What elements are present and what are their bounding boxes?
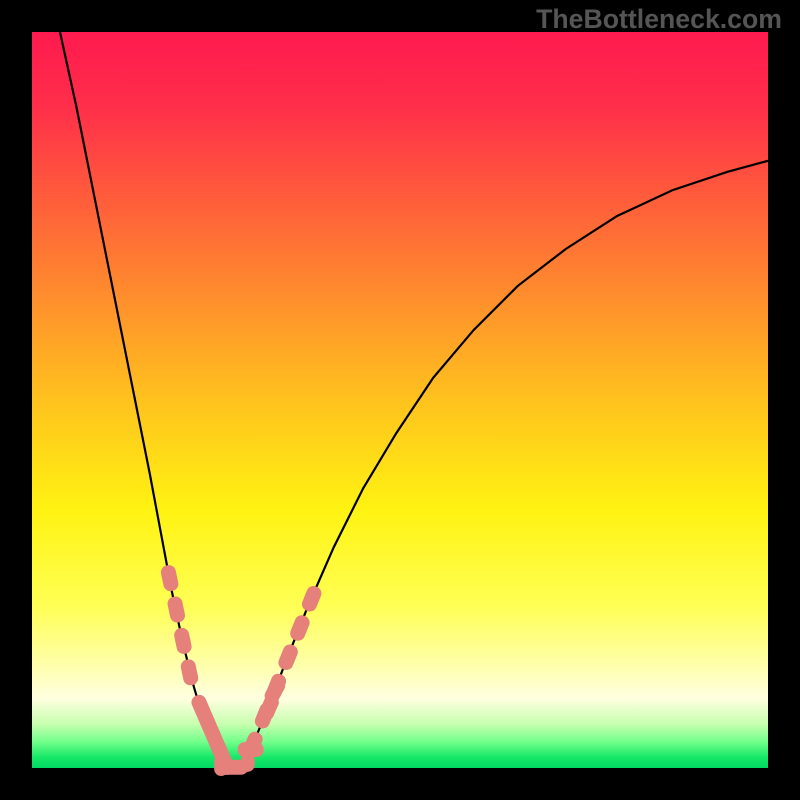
watermark-text: TheBottleneck.com	[536, 4, 782, 35]
chart-frame: TheBottleneck.com	[0, 0, 800, 800]
gradient-background	[32, 32, 768, 768]
plot-area	[32, 32, 768, 777]
chart-canvas	[0, 0, 800, 800]
data-marker	[241, 754, 255, 772]
